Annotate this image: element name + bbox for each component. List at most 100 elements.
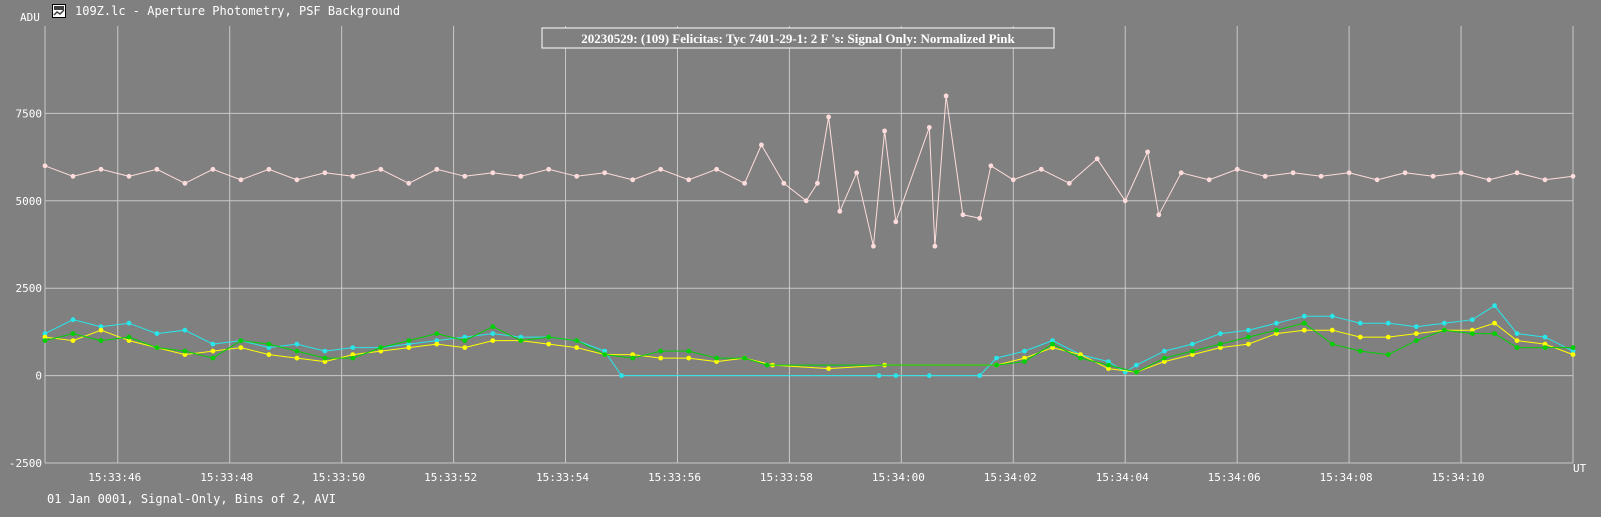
data-point xyxy=(210,166,216,172)
x-tick-label: 15:34:04 xyxy=(1096,471,1149,484)
data-point xyxy=(1145,149,1150,155)
data-point xyxy=(926,373,932,378)
data-point xyxy=(1234,166,1240,172)
data-point xyxy=(154,166,160,172)
data-point xyxy=(943,93,949,99)
data-point xyxy=(238,177,244,183)
data-point xyxy=(1162,355,1167,361)
data-point xyxy=(1402,170,1408,176)
data-point xyxy=(1514,170,1520,176)
data-point xyxy=(1301,313,1307,319)
data-point xyxy=(1542,345,1548,350)
data-point xyxy=(977,215,983,221)
data-point xyxy=(42,163,48,169)
data-point xyxy=(826,366,831,371)
data-point xyxy=(462,345,468,350)
data-point xyxy=(1010,177,1016,183)
data-point xyxy=(1357,348,1363,354)
y-tick-label: 0 xyxy=(35,370,42,383)
data-point xyxy=(322,355,328,361)
data-point xyxy=(210,355,216,361)
data-point xyxy=(714,359,719,364)
data-point xyxy=(322,359,328,364)
data-point xyxy=(1094,156,1100,162)
data-point xyxy=(266,345,272,350)
data-point xyxy=(1570,345,1576,350)
data-point xyxy=(1357,320,1363,326)
data-point xyxy=(322,348,328,354)
data-point xyxy=(1190,352,1195,357)
data-point xyxy=(462,338,468,343)
data-point xyxy=(1413,331,1419,336)
data-point xyxy=(714,355,719,361)
x-tick-label: 15:33:48 xyxy=(200,471,253,484)
data-point xyxy=(977,373,983,378)
data-point xyxy=(1514,338,1520,343)
data-point xyxy=(70,173,76,179)
data-point xyxy=(1190,341,1195,347)
data-point xyxy=(1492,320,1497,326)
chart-title: 20230529: (109) Felicitas: Tyc 7401-29-1… xyxy=(581,31,1015,46)
data-point xyxy=(759,142,764,148)
data-point xyxy=(294,348,300,354)
data-point xyxy=(1218,341,1223,347)
data-point xyxy=(1078,352,1083,357)
series-layer xyxy=(42,93,1576,378)
data-point xyxy=(210,341,216,347)
tick-label-layer: 15:33:46 15:33:48 15:33:50 15:33:52 15:33:54… xyxy=(9,107,1485,484)
y-tick-label: -2500 xyxy=(9,457,42,470)
x-tick-label: 15:34:08 xyxy=(1320,471,1373,484)
data-point xyxy=(70,317,76,323)
data-point xyxy=(1106,366,1111,371)
data-point xyxy=(546,334,552,340)
data-point xyxy=(126,320,132,326)
data-point xyxy=(1492,331,1497,336)
x-tick-label: 15:33:58 xyxy=(760,471,813,484)
data-point xyxy=(1038,166,1044,172)
y-axis-label: ADU xyxy=(20,11,40,24)
data-point xyxy=(1469,317,1475,323)
data-point xyxy=(378,348,384,354)
data-point xyxy=(1374,177,1380,183)
data-point xyxy=(182,180,188,186)
x-tick-label: 15:34:02 xyxy=(984,471,1037,484)
data-point xyxy=(686,348,692,354)
data-point xyxy=(490,338,496,343)
data-point xyxy=(871,243,876,249)
data-point xyxy=(210,348,216,354)
data-point xyxy=(42,331,48,336)
chart-title-frame xyxy=(541,27,1055,49)
series-4 xyxy=(42,320,1576,375)
data-point xyxy=(294,341,300,347)
data-point xyxy=(546,341,552,347)
data-point xyxy=(1078,355,1083,361)
data-point xyxy=(1301,320,1307,326)
data-point xyxy=(1190,348,1195,354)
data-point xyxy=(126,334,132,340)
data-point xyxy=(1346,170,1352,176)
data-point xyxy=(1318,173,1324,179)
data-point xyxy=(1441,327,1447,333)
data-point xyxy=(1178,170,1184,176)
data-point xyxy=(1329,341,1335,347)
data-point xyxy=(658,355,664,361)
chart-app-icon[interactable] xyxy=(52,4,66,18)
data-point xyxy=(1329,313,1335,319)
data-point xyxy=(574,338,580,343)
data-point xyxy=(1134,362,1139,368)
data-point xyxy=(434,331,440,336)
data-point xyxy=(1301,327,1307,333)
data-point xyxy=(1274,327,1279,333)
data-point xyxy=(1274,331,1279,336)
window-title: 109Z.lc - Aperture Photometry, PSF Backg… xyxy=(75,4,401,18)
data-point xyxy=(1514,331,1520,336)
data-point xyxy=(1469,331,1475,336)
grid-layer xyxy=(44,26,1574,464)
data-point xyxy=(803,198,809,204)
data-point xyxy=(1458,170,1464,176)
data-point xyxy=(1570,348,1576,354)
data-point xyxy=(1122,198,1128,204)
data-point xyxy=(434,166,440,172)
data-point xyxy=(518,173,524,179)
series-1 xyxy=(42,93,1576,249)
